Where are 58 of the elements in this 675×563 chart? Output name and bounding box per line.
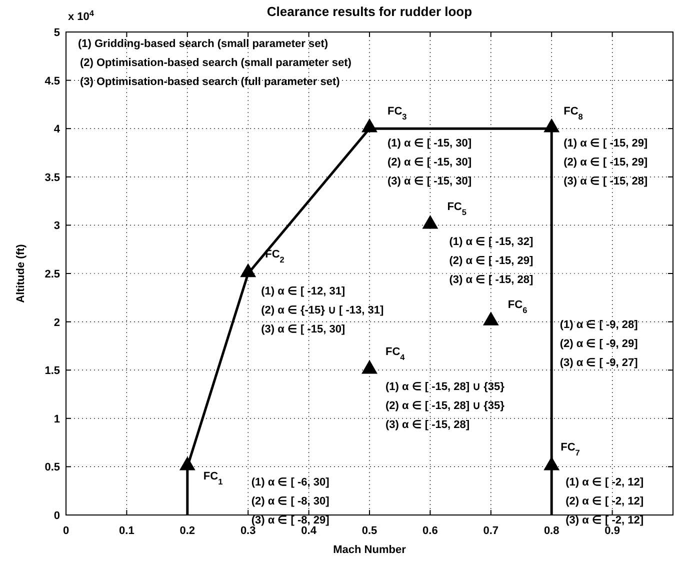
y-tick-label: 3: [54, 220, 60, 232]
x-tick-label: 0.7: [483, 525, 499, 537]
annotation: (2) α ∈ [ -15, 28] ∪ {35}: [386, 400, 506, 412]
annotation: (2) Optimisation-based search (small parameter set): [80, 57, 352, 69]
y-tick-label: 4.5: [44, 75, 60, 88]
y-tick-label: 5: [54, 27, 60, 39]
annotation: (2) α ∈ [ -15, 30]: [388, 156, 472, 169]
y-tick-label: 4: [54, 124, 61, 136]
annotation: (1) α ∈ [ -2, 12]: [566, 476, 644, 489]
annotation: FC$_{3}$: [388, 106, 408, 122]
annotation: (3) α ∈ [ -15, 28]: [449, 274, 534, 286]
annotation: (1) α ∈ [ -12, 31]: [261, 286, 346, 298]
x-tick-label: 0.4: [301, 525, 318, 537]
x-tick-label: 0.1: [119, 525, 134, 537]
annotation: (3) α ∈ [ -15, 30]: [261, 324, 346, 336]
annotation: (3) α ∈ [ -15, 30]: [388, 176, 472, 188]
annotation: FC$_{1}$: [203, 470, 224, 486]
annotation: (2) α ∈ [ -15, 29]: [449, 255, 534, 268]
annotation: (2) α ∈ [ -9, 29]: [560, 338, 638, 350]
x-tick-label: 0.5: [362, 525, 378, 537]
annotation: (3) α ∈ [ -9, 27]: [560, 356, 638, 369]
x-tick-label: 0.6: [422, 525, 438, 537]
annotation: (1) α ∈ [ -15, 28] ∪ {35}: [386, 381, 506, 394]
y-tick-label: 1.5: [44, 365, 60, 378]
x-tick-label: 0.3: [240, 525, 256, 537]
x-tick-label: 0: [62, 525, 70, 537]
chart-title: Clearance results for rudder loop: [266, 4, 472, 19]
y-tick-label: 1: [54, 413, 60, 426]
y-tick-label: 0.5: [44, 462, 60, 474]
annotation: (2) α ∈ [ -2, 12]: [566, 496, 644, 508]
x-axis-title: Mach Number: [333, 544, 407, 556]
y-tick-label: 3.5: [44, 172, 60, 184]
x-tick-label: 0.8: [544, 525, 560, 537]
y-tick-label: 2.5: [44, 268, 60, 280]
annotation: (3) α ∈ [ -15, 28]: [386, 419, 470, 432]
annotation: FC$_{6}$: [508, 298, 528, 314]
annotation: (2) α ∈ [ -15, 29]: [564, 156, 648, 169]
y-axis-title: Altitude (ft): [15, 244, 27, 303]
annotation: (1) α ∈ [ -15, 32]: [449, 236, 534, 248]
annotation: (1) Gridding-based search (small parameter set): [78, 38, 328, 50]
y-tick-label: 0: [54, 510, 60, 522]
y-tick-label: 2: [54, 316, 60, 329]
x-tick-label: 0.9: [604, 525, 620, 537]
annotation: (2) α ∈ [ -8, 30]: [251, 496, 330, 508]
text: x 10$^{4}$: [68, 8, 94, 23]
annotation: FC$_{7}$: [560, 442, 580, 458]
annotation: FC$_{4}$: [386, 346, 406, 362]
annotation: (2) α ∈ {-15} ∪ [ -13, 31]: [261, 304, 384, 316]
annotation: (3) α ∈ [ -2, 12]: [566, 514, 644, 527]
annotation: (3) α ∈ [ -8, 29]: [251, 514, 330, 527]
x-tick-label: 0.2: [180, 525, 196, 537]
annotation: FC$_{8}$: [564, 106, 584, 122]
annotation: (1) α ∈ [ -15, 29]: [564, 138, 648, 150]
annotation: (1) α ∈ [ -6, 30]: [251, 476, 330, 489]
annotation: (3) α ∈ [ -15, 28]: [564, 176, 648, 188]
annotation: FC$_{5}$: [447, 201, 467, 217]
annotation: (3) Optimisation-based search (full parameter set): [80, 76, 340, 88]
annotation: (1) α ∈ [ -15, 30]: [388, 138, 472, 150]
